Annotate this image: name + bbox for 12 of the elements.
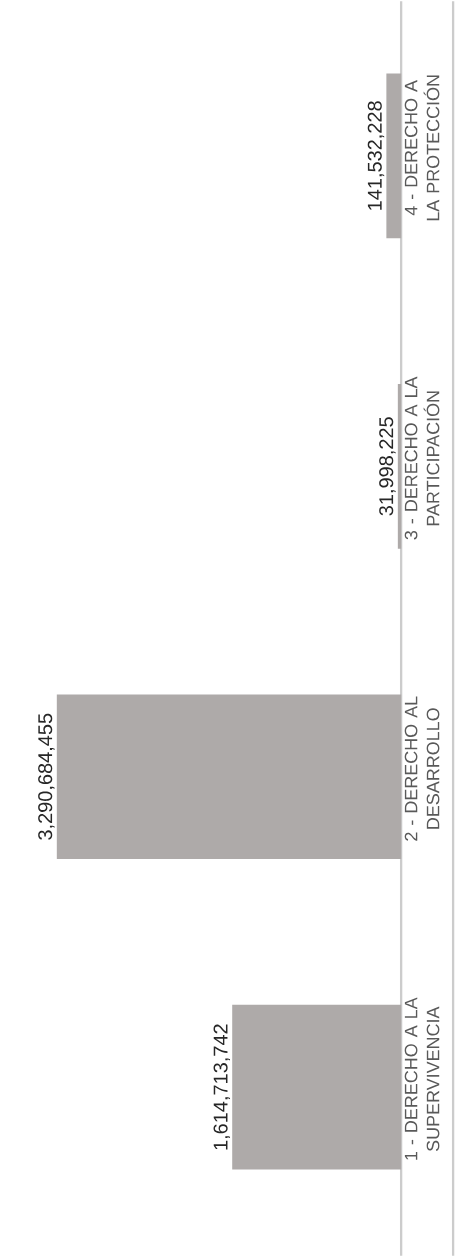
- data-label: 3,290,684,455: [38, 713, 55, 840]
- y-tick-label: 4 - DERECHO A LA PROTECCIÓN: [404, 75, 440, 221]
- y-tick-label: 3 - DERECHO A LA PARTICIPACIÓN: [404, 376, 440, 540]
- y-tick-label: 2 - DERECHO AL DESARROLLO: [404, 696, 440, 841]
- data-label: 1,614,713,742: [213, 1024, 230, 1150]
- bar: [232, 1004, 402, 1170]
- data-label: 141,532,228: [367, 101, 385, 210]
- bar: [397, 383, 402, 549]
- y-tick-label: 1 - DERECHO A LA SUPERVIVENCIA: [404, 997, 440, 1160]
- bar: [386, 73, 402, 239]
- bar: [56, 694, 402, 860]
- data-label: 31,998,225: [379, 417, 396, 516]
